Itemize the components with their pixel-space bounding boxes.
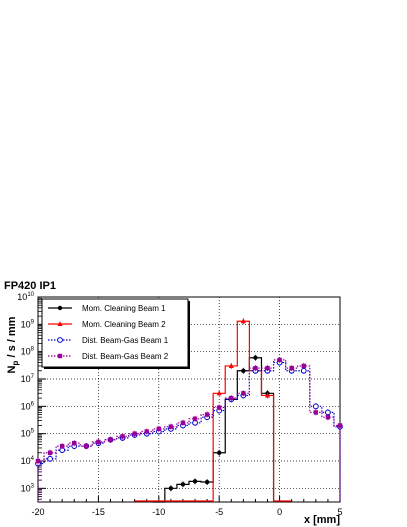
series-4-point [156, 426, 161, 432]
series-4-point [108, 437, 113, 442]
series-4-point [289, 365, 294, 371]
x-tick-label: -15 [92, 507, 105, 517]
series-1-point [168, 486, 174, 491]
series-1-point [217, 450, 222, 455]
series-3-point [325, 409, 331, 416]
x-tick-label: 0 [277, 507, 282, 517]
series-4-point [265, 365, 270, 371]
series-4-point [217, 405, 222, 410]
x-axis-label: x [mm] [304, 514, 340, 526]
x-tick-label: 5 [337, 507, 342, 517]
series-3-point [47, 455, 53, 462]
y-axis-label: Np / s / mm [6, 316, 20, 373]
x-tick-label: -20 [31, 507, 44, 517]
series-3-point [312, 403, 319, 410]
plot-frame [37, 296, 341, 503]
series-4-point [229, 395, 234, 401]
legend-label-2: Mom. Cleaning Beam 2 [82, 320, 166, 329]
series-4-point [253, 365, 258, 371]
series-3-point [300, 367, 307, 374]
series-2-point [216, 390, 222, 396]
y-tick-label: 108 [21, 347, 35, 357]
series-1-point [241, 368, 246, 373]
series-4-point [301, 363, 306, 369]
series-4-point [325, 415, 331, 420]
legend-marker-1 [57, 305, 63, 311]
series-4-point [84, 443, 89, 449]
series-1-point [180, 482, 186, 487]
legend-label-4: Dist. Beam-Gas Beam 2 [82, 352, 169, 361]
series-4-point [120, 434, 125, 439]
series-4-point [204, 412, 210, 417]
series-4-point [313, 410, 319, 415]
series-line-4 [37, 359, 341, 502]
y-tick-label: 1010 [17, 292, 34, 302]
series-4-point [192, 416, 198, 421]
series-line-2 [212, 320, 275, 502]
series-1-point [253, 355, 258, 360]
series-4-point [277, 357, 282, 363]
y-tick-label: 103 [21, 483, 35, 493]
series-4-point [180, 420, 186, 425]
series-2-point [228, 363, 234, 368]
series-4-point [35, 458, 41, 464]
series-4-point [168, 424, 174, 429]
y-tick-label: 109 [21, 319, 35, 329]
series-4-point [96, 439, 101, 445]
series-2-point [240, 318, 246, 324]
legend-label-1: Mom. Cleaning Beam 1 [82, 304, 166, 313]
legend-marker-2 [57, 321, 63, 326]
series-4-point [337, 423, 343, 428]
series-1-point [192, 479, 198, 484]
series-4-point [59, 443, 65, 449]
series-4-point [132, 431, 137, 436]
series-2-point [264, 392, 271, 398]
chart-title: FP420 IP1 [4, 280, 56, 292]
x-tick-label: -10 [152, 507, 165, 517]
y-tick-label: 106 [21, 401, 35, 411]
legend-marker-3 [57, 337, 63, 343]
y-tick-label: 104 [21, 456, 35, 466]
series-4-point [144, 429, 149, 434]
series-4-point [47, 450, 53, 455]
legend-marker-4 [57, 353, 63, 359]
series-1-point [204, 479, 210, 485]
legend-label-3: Dist. Beam-Gas Beam 1 [82, 336, 169, 345]
x-tick-label: -5 [215, 507, 223, 517]
series-4-point [72, 440, 77, 446]
y-tick-label: 105 [21, 429, 35, 439]
series-4-point [241, 391, 246, 396]
y-tick-label: 107 [21, 374, 35, 384]
